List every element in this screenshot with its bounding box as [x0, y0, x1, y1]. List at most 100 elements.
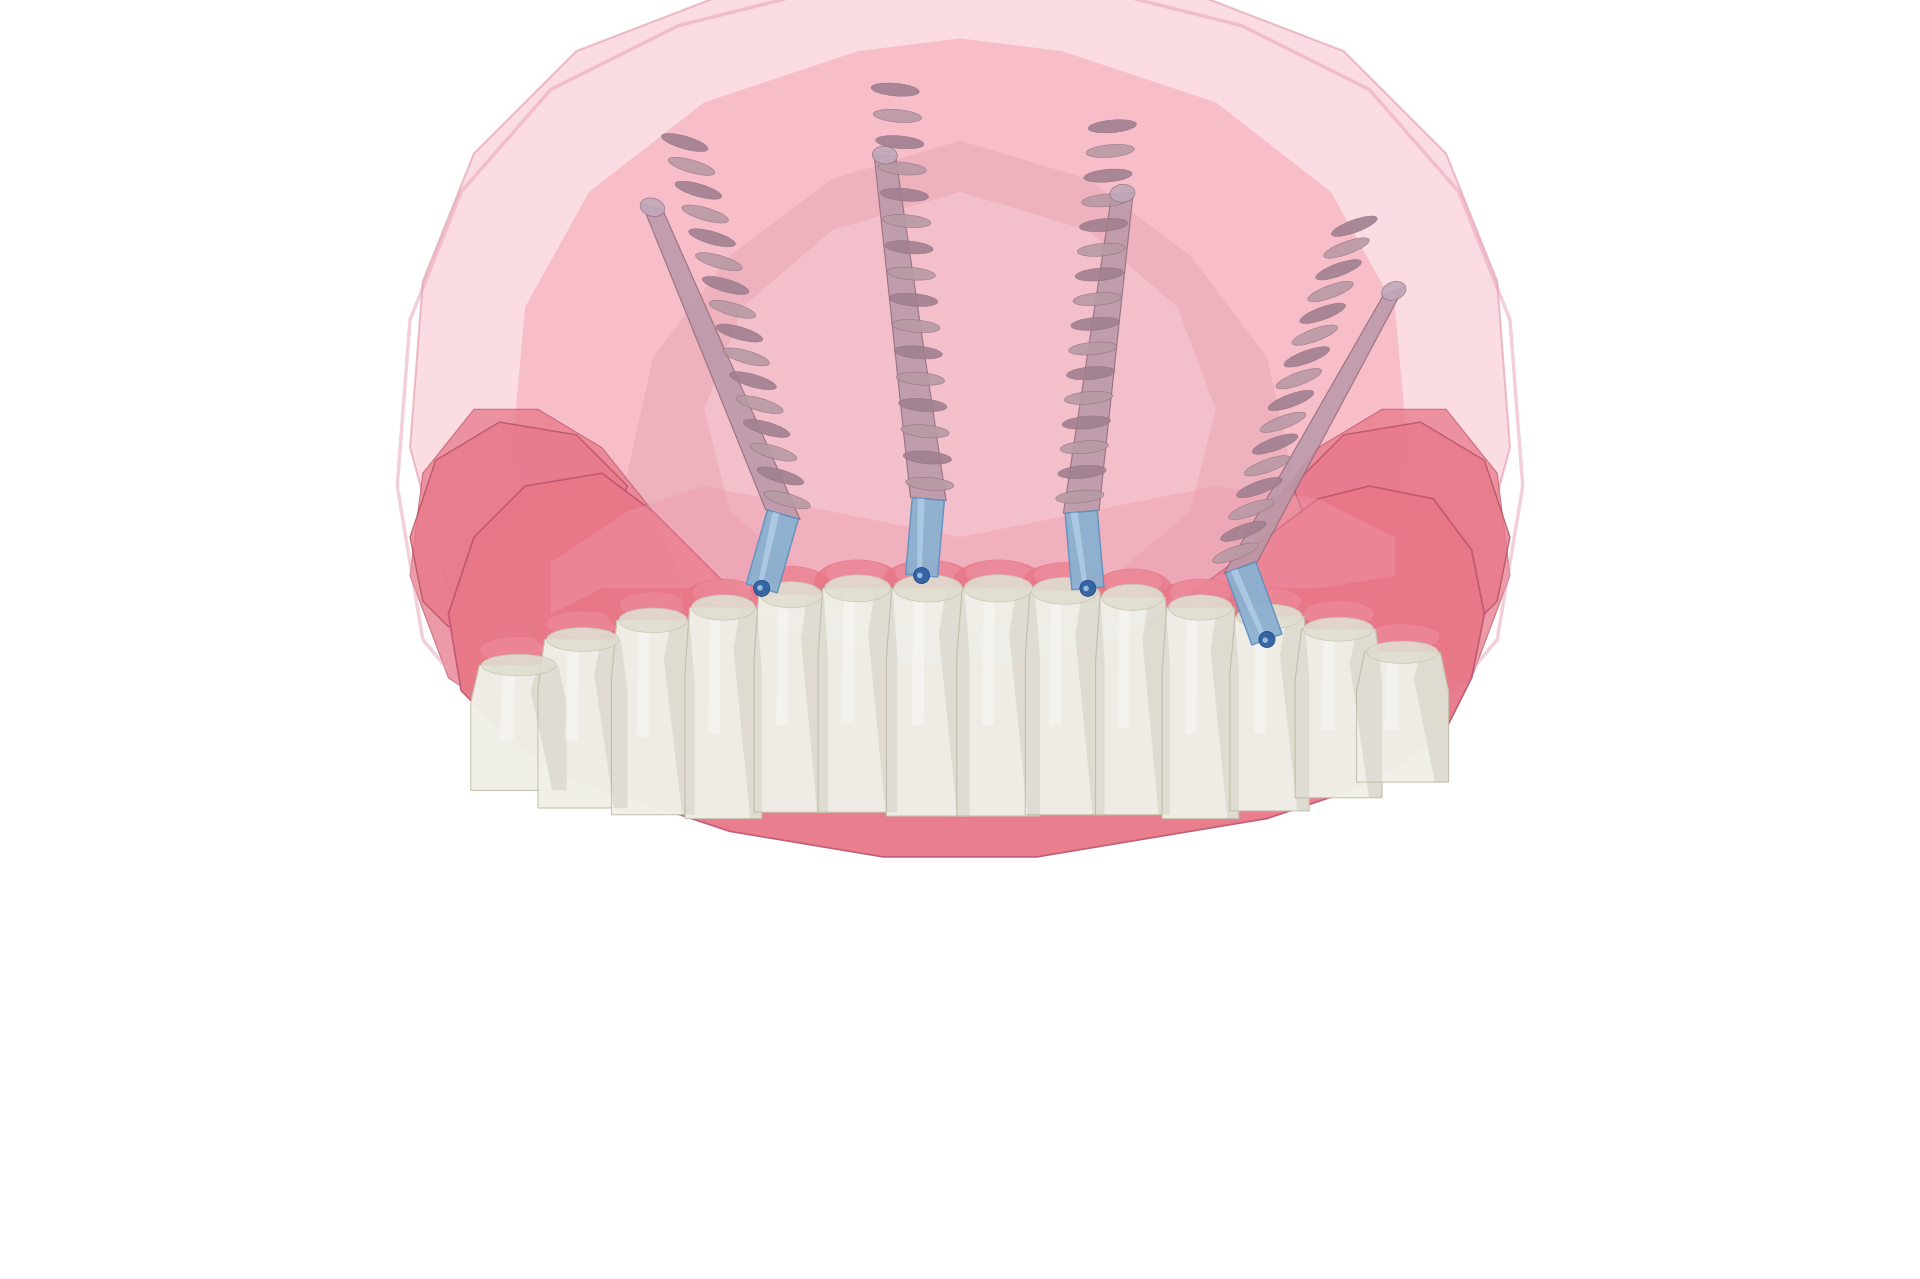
Ellipse shape: [676, 182, 722, 200]
Ellipse shape: [1075, 267, 1123, 281]
Ellipse shape: [1031, 578, 1098, 604]
Polygon shape: [801, 595, 828, 812]
Circle shape: [918, 573, 922, 578]
Ellipse shape: [1068, 367, 1116, 380]
Ellipse shape: [895, 345, 943, 359]
Ellipse shape: [1158, 578, 1242, 624]
Ellipse shape: [716, 324, 762, 341]
Polygon shape: [1254, 616, 1265, 733]
Polygon shape: [956, 588, 1041, 816]
Polygon shape: [499, 665, 515, 741]
Polygon shape: [628, 141, 1292, 691]
Ellipse shape: [1081, 194, 1129, 207]
Ellipse shape: [1221, 521, 1265, 541]
Polygon shape: [1292, 422, 1509, 627]
Ellipse shape: [1304, 618, 1373, 641]
Polygon shape: [1117, 597, 1129, 728]
Ellipse shape: [906, 477, 954, 490]
Ellipse shape: [1382, 281, 1405, 301]
Ellipse shape: [1238, 588, 1302, 614]
Polygon shape: [685, 608, 762, 819]
Ellipse shape: [874, 109, 922, 123]
Ellipse shape: [1073, 293, 1121, 306]
Ellipse shape: [883, 215, 931, 228]
Ellipse shape: [887, 267, 935, 280]
Ellipse shape: [1284, 347, 1331, 367]
Polygon shape: [564, 640, 580, 741]
Ellipse shape: [682, 578, 766, 624]
Ellipse shape: [966, 560, 1031, 586]
Ellipse shape: [826, 560, 889, 586]
Polygon shape: [874, 155, 947, 500]
Polygon shape: [1185, 608, 1196, 734]
Ellipse shape: [1236, 477, 1283, 498]
Ellipse shape: [1315, 260, 1361, 280]
Polygon shape: [411, 409, 678, 742]
Ellipse shape: [895, 560, 962, 586]
Ellipse shape: [764, 491, 810, 509]
Ellipse shape: [1077, 243, 1125, 256]
Ellipse shape: [1089, 120, 1137, 133]
Ellipse shape: [1213, 542, 1258, 563]
Ellipse shape: [1064, 391, 1112, 404]
Ellipse shape: [1323, 238, 1369, 258]
Polygon shape: [1296, 629, 1382, 798]
Circle shape: [1083, 586, 1089, 591]
Ellipse shape: [1292, 325, 1338, 345]
Ellipse shape: [691, 595, 755, 620]
Polygon shape: [1071, 512, 1089, 588]
Polygon shape: [1048, 591, 1062, 725]
Ellipse shape: [1056, 490, 1104, 503]
Polygon shape: [470, 665, 566, 790]
Ellipse shape: [695, 253, 743, 271]
Ellipse shape: [1021, 561, 1108, 608]
Polygon shape: [755, 595, 828, 812]
Ellipse shape: [1069, 341, 1117, 356]
Ellipse shape: [682, 205, 728, 223]
Polygon shape: [841, 588, 854, 723]
Polygon shape: [868, 588, 897, 812]
Ellipse shape: [1229, 499, 1275, 519]
Polygon shape: [551, 486, 1394, 627]
Ellipse shape: [877, 162, 925, 175]
Polygon shape: [1064, 192, 1133, 513]
Ellipse shape: [1062, 416, 1110, 430]
Ellipse shape: [482, 655, 557, 675]
Polygon shape: [1281, 616, 1309, 811]
Polygon shape: [1025, 591, 1104, 815]
Ellipse shape: [872, 83, 920, 96]
Ellipse shape: [737, 395, 783, 413]
Ellipse shape: [1102, 585, 1164, 610]
Circle shape: [755, 581, 770, 596]
Ellipse shape: [1332, 216, 1377, 237]
Polygon shape: [1231, 569, 1267, 641]
Circle shape: [1079, 581, 1096, 596]
Ellipse shape: [1225, 587, 1313, 633]
Polygon shape: [1242, 409, 1509, 742]
Ellipse shape: [751, 565, 831, 611]
Ellipse shape: [1290, 600, 1386, 645]
Ellipse shape: [467, 637, 572, 682]
Polygon shape: [776, 595, 787, 725]
Ellipse shape: [534, 610, 632, 656]
Ellipse shape: [1352, 623, 1453, 668]
Ellipse shape: [964, 574, 1033, 602]
Polygon shape: [1075, 591, 1104, 815]
Ellipse shape: [693, 579, 755, 605]
Polygon shape: [733, 608, 762, 819]
Polygon shape: [918, 498, 925, 576]
Ellipse shape: [883, 559, 973, 605]
Polygon shape: [1321, 629, 1334, 730]
Ellipse shape: [1033, 563, 1096, 588]
Ellipse shape: [751, 444, 797, 462]
Circle shape: [914, 568, 929, 583]
Ellipse shape: [814, 559, 900, 605]
Ellipse shape: [607, 591, 699, 637]
Polygon shape: [1066, 510, 1104, 590]
Ellipse shape: [879, 188, 929, 201]
Ellipse shape: [760, 582, 822, 608]
Ellipse shape: [547, 628, 618, 651]
Ellipse shape: [1277, 368, 1321, 389]
Ellipse shape: [1085, 169, 1133, 183]
Ellipse shape: [547, 611, 618, 637]
